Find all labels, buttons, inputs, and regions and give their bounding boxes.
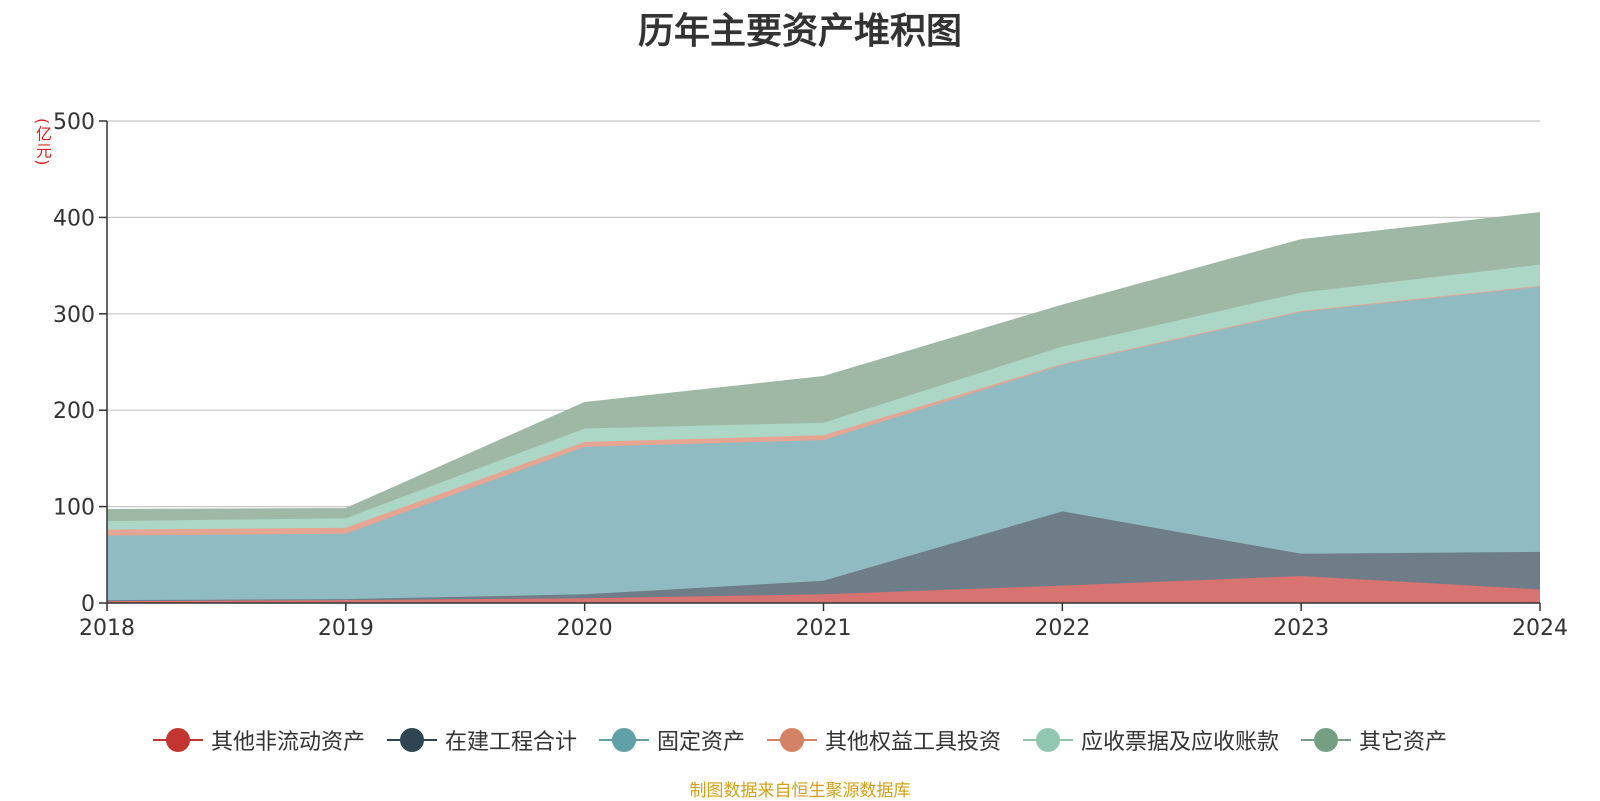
legend-label: 应收票据及应收账款	[1081, 730, 1280, 755]
legend-item[interactable]: 固定资产	[598, 724, 745, 756]
x-tick-label: 2018	[79, 616, 135, 641]
x-tick-label: 2023	[1273, 616, 1329, 641]
x-tick-label: 2021	[796, 616, 852, 641]
y-tick-label: 400	[53, 206, 95, 231]
legend-item[interactable]: 其他权益工具投资	[767, 724, 1001, 756]
series-areas	[106, 212, 1541, 603]
series-line-6	[106, 212, 1541, 510]
x-tick-label: 2024	[1512, 616, 1568, 641]
legend-swatch-icon	[767, 728, 817, 752]
stacked-area-chart: 0 100 200 300 400 500 2018 2019 2020 2021 2022 2023…	[53, 110, 1568, 641]
legend-label: 固定资产	[656, 730, 745, 755]
legend-item[interactable]: 应收票据及应收账款	[1023, 724, 1279, 756]
x-tick-label: 2019	[318, 616, 374, 641]
legend-label: 其他权益工具投资	[825, 730, 1002, 755]
y-tick-label: 500	[53, 110, 95, 135]
y-axis-unit-label: (亿元)	[33, 118, 52, 167]
legend-swatch-icon	[598, 728, 649, 752]
legend-item[interactable]: 在建工程合计	[386, 724, 577, 756]
area-series-3	[107, 286, 1540, 601]
area-series-5	[107, 264, 1540, 530]
legend-label: 在建工程合计	[444, 730, 577, 755]
area-series-2	[107, 511, 1540, 602]
source-note: 制图数据来自恒生聚源数据库	[689, 781, 911, 801]
legend-item[interactable]: 其它资产	[1301, 724, 1447, 756]
legend-swatch-icon	[1023, 728, 1074, 752]
legend-item[interactable]: 其他非流动资产	[152, 724, 365, 756]
legend: 其他非流动资产 在建工程合计 固定资产 其他权益工具投资 应收票据及应收账款 其它资产	[0, 720, 1600, 760]
legend-swatch-icon	[1301, 728, 1352, 752]
y-tick-label: 300	[53, 303, 95, 328]
area-series-1	[107, 576, 1540, 603]
y-tick-label: 0	[81, 592, 95, 617]
legend-label: 其他非流动资产	[210, 730, 365, 755]
x-tick-label: 2022	[1034, 616, 1090, 641]
chart-title: 历年主要资产堆积图	[637, 11, 962, 52]
area-series-6	[107, 212, 1540, 522]
x-tick-label: 2020	[557, 616, 613, 641]
legend-label: 其它资产	[1359, 730, 1448, 755]
y-tick-label: 200	[53, 399, 95, 424]
legend-swatch-icon	[386, 728, 437, 752]
y-tick-label: 100	[53, 496, 95, 521]
legend-swatch-icon	[152, 728, 203, 752]
axes: 0 100 200 300 400 500 2018 2019 2020 2021 2022 2023…	[53, 110, 1568, 641]
